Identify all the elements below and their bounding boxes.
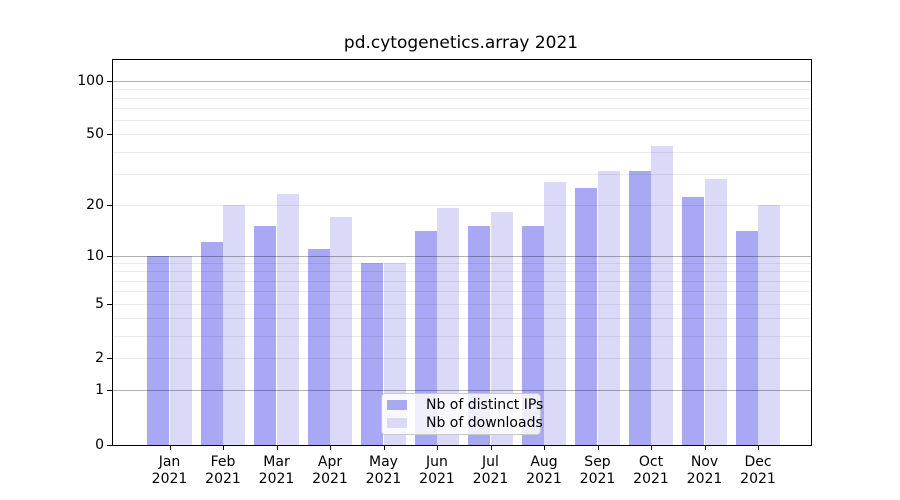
gridline-minor-5: [113, 303, 811, 305]
gridline-major-10: [113, 255, 811, 257]
gridline-minor-3: [113, 335, 811, 337]
chart-title: pd.cytogenetics.array 2021: [343, 33, 579, 53]
legend-label-nb-of-downloads: Nb of downloads: [426, 415, 543, 431]
gridline-minor-70: [113, 108, 811, 110]
legend-swatch-nb-of-distinct-ips: [387, 400, 407, 410]
x-tick-mark-feb-2021: [223, 445, 224, 450]
x-tick-label-jun-2021: Jun 2021: [419, 454, 455, 487]
gridline-minor-60: [113, 120, 811, 122]
bar-nb-of-downloads-dec-2021: [758, 204, 781, 445]
legend: Nb of distinct IPs Nb of downloads: [381, 393, 543, 435]
gridline-minor-4: [113, 317, 811, 319]
bar-nb-of-downloads-jun-2021: [437, 208, 460, 445]
x-tick-mark-nov-2021: [704, 445, 706, 450]
gridline-minor-6: [113, 291, 811, 293]
bar-nb-of-distinct-ips-jul-2021: [468, 226, 491, 445]
x-tick-label-feb-2021: Feb 2021: [205, 454, 241, 487]
bar-nb-of-distinct-ips-oct-2021: [628, 171, 651, 445]
x-tick-label-mar-2021: Mar 2021: [258, 454, 295, 487]
bar-nb-of-distinct-ips-jan-2021: [147, 255, 170, 445]
bar-nb-of-downloads-apr-2021: [330, 216, 353, 445]
y-tick-mark-10: [107, 255, 112, 257]
y-tick-label-0: 0: [95, 437, 104, 453]
bar-nb-of-distinct-ips-jun-2021: [414, 231, 437, 445]
legend-row-nb-of-distinct-ips: Nb of distinct IPs: [387, 397, 543, 413]
x-tick-mark-may-2021: [383, 445, 385, 450]
x-tick-label-nov-2021: Nov 2021: [686, 454, 723, 487]
x-tick-label-sep-2021: Sep 2021: [579, 454, 616, 487]
x-tick-mark-dec-2021: [758, 445, 759, 450]
bar-nb-of-downloads-feb-2021: [223, 204, 246, 445]
bar-nb-of-distinct-ips-aug-2021: [521, 226, 544, 445]
x-tick-label-oct-2021: Oct 2021: [633, 454, 669, 487]
legend-swatch-nb-of-downloads: [387, 418, 407, 428]
bar-nb-of-downloads-aug-2021: [544, 181, 567, 445]
y-tick-label-5: 5: [95, 295, 104, 312]
gridline-minor-8: [113, 271, 811, 273]
bar-nb-of-downloads-sep-2021: [597, 171, 620, 445]
x-tick-mark-jun-2021: [437, 445, 438, 450]
gridline-minor-20: [113, 204, 811, 206]
bar-nb-of-downloads-jul-2021: [490, 212, 513, 445]
legend-label-nb-of-distinct-ips: Nb of distinct IPs: [426, 397, 544, 413]
bar-nb-of-downloads-jan-2021: [169, 255, 192, 445]
gridline-minor-50: [113, 134, 811, 136]
bar-nb-of-distinct-ips-feb-2021: [200, 242, 223, 445]
gridline-minor-7: [113, 280, 811, 282]
x-tick-label-apr-2021: Apr 2021: [312, 454, 348, 487]
y-tick-label-10: 10: [86, 247, 104, 264]
gridline-minor-80: [113, 97, 811, 99]
bar-nb-of-distinct-ips-nov-2021: [682, 197, 705, 445]
y-tick-mark-2: [107, 358, 112, 360]
x-tick-mark-jul-2021: [490, 445, 492, 450]
y-tick-label-2: 2: [95, 350, 104, 367]
x-tick-mark-apr-2021: [330, 445, 331, 450]
y-tick-label-50: 50: [86, 126, 104, 143]
bar-nb-of-downloads-mar-2021: [276, 194, 299, 445]
gridline-minor-9: [113, 263, 811, 265]
bar-nb-of-downloads-oct-2021: [651, 146, 674, 445]
x-tick-mark-jan-2021: [169, 445, 171, 450]
bar-nb-of-distinct-ips-dec-2021: [735, 231, 758, 445]
x-tick-label-jul-2021: Jul 2021: [472, 454, 509, 487]
bar-nb-of-distinct-ips-sep-2021: [575, 187, 598, 445]
y-tick-mark-0: [107, 445, 112, 446]
x-tick-mark-aug-2021: [544, 445, 545, 450]
bar-nb-of-distinct-ips-mar-2021: [254, 226, 277, 445]
x-tick-mark-sep-2021: [597, 445, 599, 450]
y-tick-label-20: 20: [86, 196, 104, 213]
gridline-minor-40: [113, 151, 811, 153]
x-tick-label-aug-2021: Aug 2021: [526, 454, 562, 487]
y-tick-mark-100: [107, 80, 112, 82]
y-tick-label-100: 100: [77, 72, 104, 89]
gridline-minor-30: [113, 173, 811, 175]
legend-row-nb-of-downloads: Nb of downloads: [387, 415, 543, 431]
plot-area: 0 1 2 5 10 20 50 100 Jan 2021 Feb 2021 Mar 2021 Apr…: [77, 59, 812, 487]
gridline-minor-90: [113, 88, 811, 90]
bar-nb-of-distinct-ips-apr-2021: [307, 248, 330, 445]
bar-nb-of-distinct-ips-may-2021: [361, 263, 384, 445]
x-tick-label-may-2021: May 2021: [365, 454, 402, 487]
y-tick-mark-50: [107, 134, 112, 136]
x-tick-mark-mar-2021: [276, 445, 278, 450]
y-tick-mark-5: [107, 303, 112, 305]
gridline-minor-2: [113, 358, 811, 360]
gridline-major-1: [113, 390, 811, 392]
x-tick-label-jan-2021: Jan 2021: [151, 454, 188, 487]
y-tick-mark-20: [107, 204, 112, 206]
x-tick-label-dec-2021: Dec 2021: [740, 454, 776, 487]
y-tick-label-1: 1: [95, 382, 104, 399]
x-tick-mark-oct-2021: [651, 445, 652, 450]
y-tick-mark-1: [107, 390, 112, 392]
bar-nb-of-downloads-nov-2021: [704, 179, 727, 445]
gridline-major-100: [113, 80, 811, 82]
